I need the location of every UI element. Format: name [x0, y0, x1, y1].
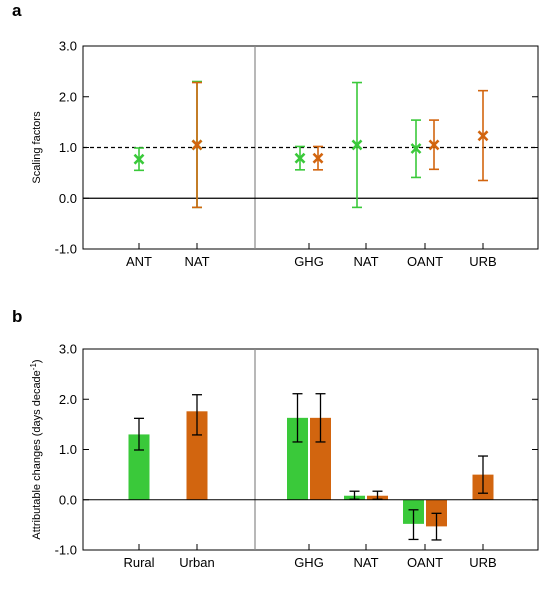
x-tick-label: URB	[469, 555, 496, 570]
scatter-point	[133, 147, 145, 172]
panel-a-label: a	[12, 1, 22, 20]
x-tick-label: GHG	[294, 555, 324, 570]
y-tick-label: 1.0	[59, 140, 77, 155]
x-marker	[133, 153, 145, 165]
x-marker	[477, 130, 489, 142]
panel-b-label: b	[12, 307, 22, 326]
panel-b-y-axis-label-end: )	[31, 359, 43, 363]
y-tick-label: -1.0	[55, 242, 77, 257]
panel-b-y-ticks: 3.0 2.0 1.0 0.0 -1.0	[55, 342, 538, 558]
x-tick-label: NAT	[184, 254, 209, 269]
x-marker	[294, 152, 306, 164]
panel-b-y-axis-label: Attributable changes (days decade-1)	[29, 359, 44, 539]
scatter-point	[410, 119, 422, 179]
bar-group	[287, 393, 308, 500]
panel-b-marks	[128, 393, 494, 541]
y-tick-label: -1.0	[55, 543, 77, 558]
bar-group	[344, 490, 365, 500]
bar-group	[310, 393, 331, 500]
x-marker	[191, 139, 203, 151]
scatter-point	[428, 119, 440, 171]
x-tick-label: URB	[469, 254, 496, 269]
x-tick-label: OANT	[407, 254, 443, 269]
panel-a-categories: ANT NAT GHG NAT OANT URB	[126, 243, 497, 269]
panel-b-categories: Rural Urban GHG NAT OANT URB	[123, 544, 497, 570]
panel-b: b 3.0 2.0 1.0 0.0 -1.0 Rural Urban GHG NAT OANT U…	[12, 307, 539, 570]
bar	[128, 434, 150, 500]
x-tick-label: Urban	[179, 555, 214, 570]
x-tick-label: Rural	[123, 555, 154, 570]
x-tick-label: NAT	[353, 254, 378, 269]
y-tick-label: 0.0	[59, 191, 77, 206]
bar-group	[186, 394, 208, 500]
bar-group	[367, 490, 388, 500]
x-marker	[312, 152, 324, 164]
bar-group	[426, 499, 447, 541]
scatter-point	[312, 145, 324, 171]
scatter-point	[477, 89, 489, 182]
panel-a: a 3.0 2.0 1.0 0.0 -1.0 ANT NAT GHG NAT OANT URB S…	[12, 1, 539, 269]
panel-a-y-ticks: 3.0 2.0 1.0 0.0 -1.0	[55, 39, 538, 257]
bar	[287, 417, 308, 500]
y-tick-label: 1.0	[59, 442, 77, 457]
x-marker	[351, 139, 363, 151]
y-tick-label: 0.0	[59, 492, 77, 507]
x-tick-label: ANT	[126, 254, 152, 269]
y-tick-label: 3.0	[59, 39, 77, 54]
bar	[186, 411, 208, 500]
y-tick-label: 2.0	[59, 89, 77, 104]
x-marker	[428, 139, 440, 151]
bar-group	[128, 417, 150, 500]
panel-b-y-axis-label-main: Attributable changes (days decade	[31, 370, 43, 539]
y-tick-label: 3.0	[59, 342, 77, 357]
x-tick-label: GHG	[294, 254, 324, 269]
panel-a-y-axis-label: Scaling factors	[31, 111, 43, 184]
scatter-point	[351, 81, 363, 209]
bar-group	[472, 455, 494, 500]
panel-b-y-axis-label-sup: -1	[29, 363, 38, 371]
x-tick-label: OANT	[407, 555, 443, 570]
x-marker	[410, 143, 422, 154]
scatter-point	[294, 145, 306, 171]
x-tick-label: NAT	[353, 555, 378, 570]
bar-group	[403, 499, 424, 541]
bar	[310, 417, 331, 500]
scatter-point	[191, 81, 203, 209]
panel-a-marks	[133, 80, 489, 209]
y-tick-label: 2.0	[59, 392, 77, 407]
